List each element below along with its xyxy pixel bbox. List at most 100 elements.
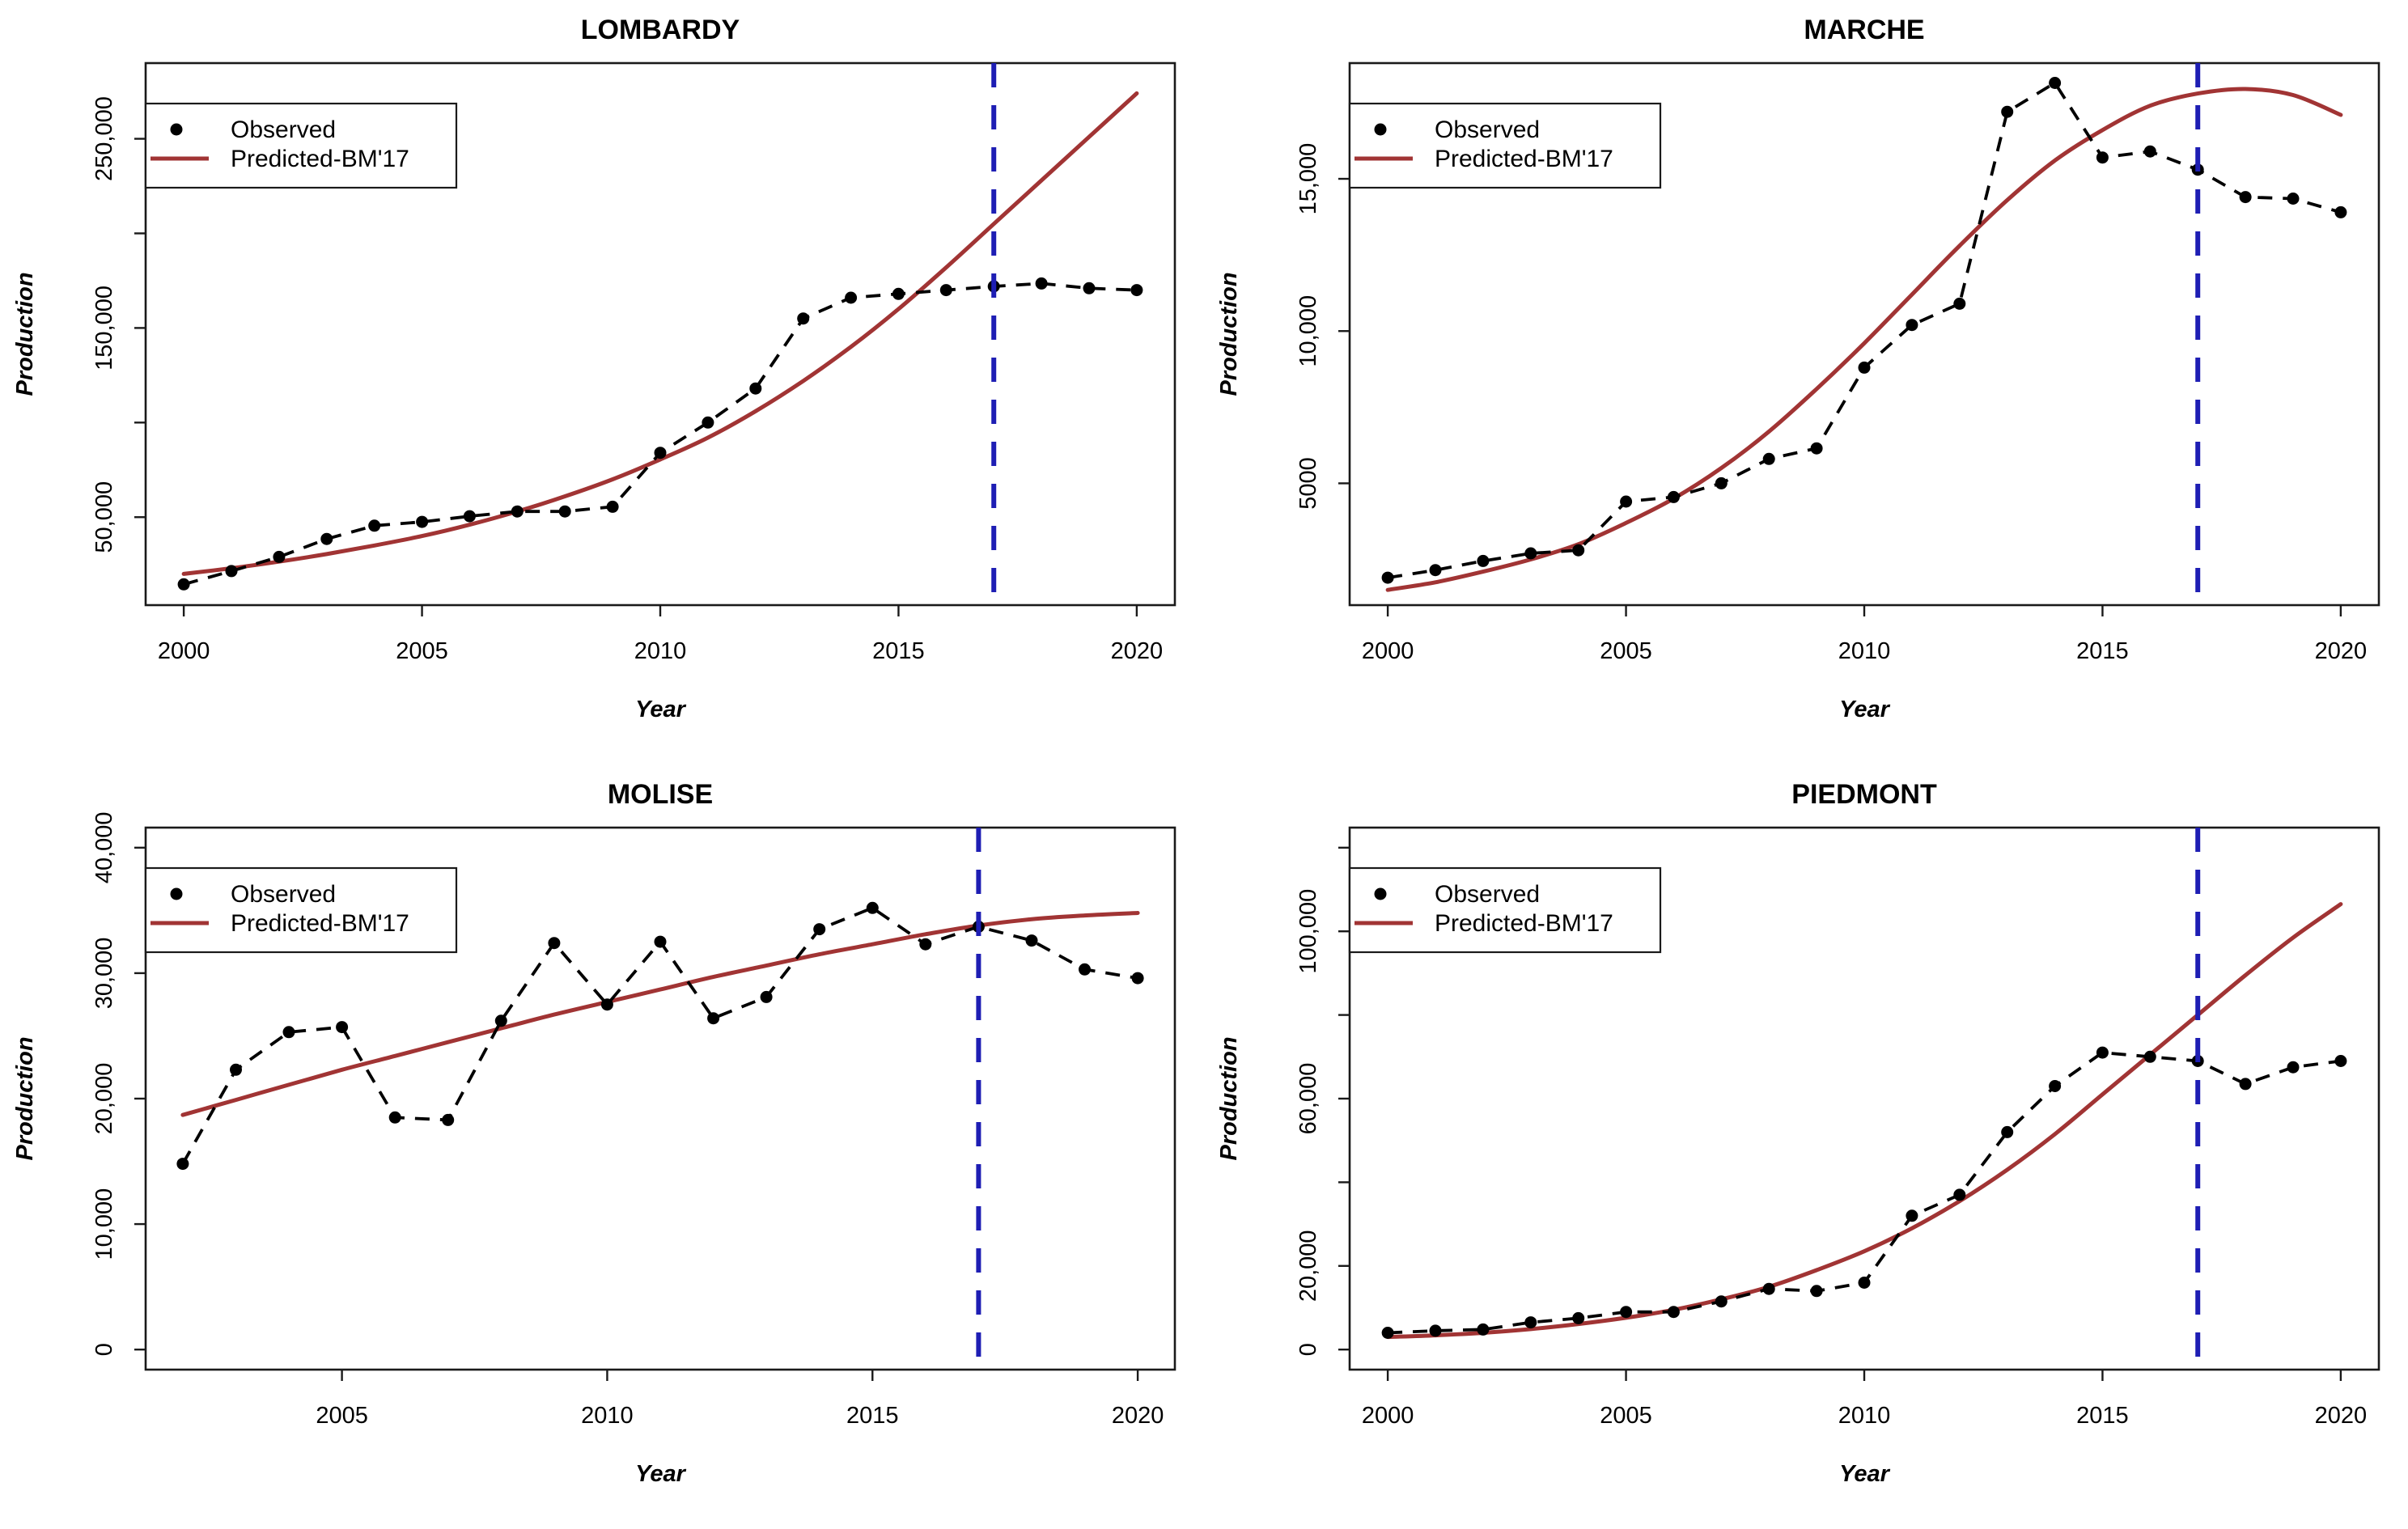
observed-point <box>442 1113 455 1126</box>
x-tick-label: 2015 <box>872 638 925 664</box>
observed-point <box>2239 191 2252 204</box>
observed-point <box>1715 476 1728 489</box>
observed-point <box>1810 1285 1823 1298</box>
observed-point <box>368 519 381 532</box>
observed-point <box>2001 105 2014 118</box>
chart-piedmont: PIEDMONT 2000 2005 2010 2015 2020 0 20,000 60,00… <box>1216 779 2380 1487</box>
observed-point <box>1667 1306 1680 1319</box>
legend-observed-marker <box>170 887 183 900</box>
chart-title: LOMBARDY <box>581 15 740 45</box>
observed-point <box>1715 1295 1728 1308</box>
legend-box <box>1348 866 1662 954</box>
x-tick-label: 2015 <box>846 1403 899 1429</box>
observed-point <box>845 291 858 304</box>
chart-panel-bottom-right: PIEDMONT 2000 2005 2010 2015 2020 0 20,000 60,00… <box>1204 764 2408 1529</box>
observed-point <box>813 923 826 936</box>
chart-title: MOLISE <box>608 779 713 810</box>
legend-predicted-label: Predicted-BM'17 <box>1435 146 1613 172</box>
x-tick-label: 2010 <box>581 1403 634 1429</box>
observed-point <box>892 287 905 300</box>
predicted-line <box>1385 902 2343 1340</box>
observed-point <box>702 416 714 429</box>
observed-point <box>1953 1188 1966 1201</box>
chart-molise: MOLISE 2005 2010 2015 2020 0 10,000 20,000 30,00… <box>12 779 1176 1487</box>
x-tick-label: 2010 <box>1838 638 1891 664</box>
x-tick-label: 2020 <box>2315 638 2368 664</box>
y-tick-label: 5000 <box>1295 457 1321 510</box>
observed-point <box>654 935 667 948</box>
observed-point <box>1083 282 1096 294</box>
predicted-line <box>181 91 1139 576</box>
observed-point <box>1572 1311 1585 1324</box>
legend-predicted-label: Predicted-BM'17 <box>1435 910 1613 937</box>
y-tick-label: 15,000 <box>1295 143 1321 215</box>
observed-point <box>760 990 773 1003</box>
observed-point <box>416 515 429 528</box>
observed-point <box>749 382 762 395</box>
y-tick-label: 50,000 <box>91 481 117 553</box>
x-tick-label: 2005 <box>1600 1403 1652 1429</box>
observed-point <box>1762 452 1775 465</box>
observed-point <box>1620 495 1633 508</box>
legend-box <box>144 102 458 189</box>
chart-panel-bottom-left: MOLISE 2005 2010 2015 2020 0 10,000 20,000 30,00… <box>0 764 1204 1529</box>
x-tick-label: 2020 <box>1111 638 1164 664</box>
observed-point <box>1381 1327 1394 1339</box>
observed-point <box>1906 319 1918 332</box>
observed-point <box>2049 1080 2062 1092</box>
y-tick-label: 40,000 <box>91 811 117 883</box>
observed-point <box>1131 972 1144 985</box>
observed-point <box>1429 564 1442 577</box>
legend-predicted-label: Predicted-BM'17 <box>231 146 409 172</box>
observed-point <box>463 510 476 523</box>
observed-point <box>1524 547 1537 560</box>
x-tick-label: 2010 <box>634 638 687 664</box>
chart-title: MARCHE <box>1804 15 1924 45</box>
observed-point <box>866 901 879 914</box>
x-tick-label: 2020 <box>2315 1403 2368 1429</box>
observed-point <box>2334 205 2347 218</box>
observed-point <box>2096 1046 2109 1059</box>
x-tick-label: 2005 <box>1600 638 1652 664</box>
y-tick-label: 250,000 <box>91 96 117 181</box>
y-axis-title: Production <box>1216 272 1242 396</box>
y-tick-label: 30,000 <box>91 938 117 1010</box>
observed-point <box>336 1021 349 1034</box>
observed-point <box>225 565 238 578</box>
legend-observed-marker <box>170 123 183 136</box>
observed-point <box>388 1111 401 1124</box>
observed-point <box>600 998 613 1011</box>
observed-point <box>548 937 561 950</box>
y-tick-label: 20,000 <box>91 1063 117 1135</box>
observed-point <box>1762 1282 1775 1295</box>
chart-lombardy: LOMBARDY 2000 2005 2010 2015 2020 50,000 150,00… <box>12 15 1176 722</box>
y-tick-label: 150,000 <box>91 286 117 371</box>
x-tick-label: 2010 <box>1838 1403 1891 1429</box>
observed-point <box>273 550 286 563</box>
legend-observed-marker <box>1374 887 1387 900</box>
observed-point <box>2287 193 2300 205</box>
observed-point <box>2096 151 2109 164</box>
observed-point <box>919 938 932 951</box>
observed-point <box>1079 963 1091 976</box>
observed-point <box>1667 490 1680 503</box>
observed-point <box>2334 1055 2347 1067</box>
observed-point <box>494 1014 507 1027</box>
observed-point <box>2049 77 2062 89</box>
legend-box <box>1348 102 1662 189</box>
legend-observed-label: Observed <box>231 881 336 908</box>
observed-point <box>2239 1078 2252 1091</box>
chart-title: PIEDMONT <box>1791 779 1937 810</box>
y-tick-label: 10,000 <box>91 1188 117 1260</box>
observed-point <box>558 505 571 518</box>
observed-point <box>1953 297 1966 310</box>
observed-point <box>320 532 333 545</box>
observed-point <box>1858 361 1871 374</box>
x-tick-label: 2000 <box>1362 1403 1414 1429</box>
observed-point <box>1130 284 1143 297</box>
observed-point <box>2287 1061 2300 1074</box>
x-axis-title: Year <box>1839 1461 1891 1487</box>
legend-observed-label: Observed <box>1435 881 1540 908</box>
observed-point <box>797 312 810 325</box>
y-axis-title: Production <box>12 1036 38 1160</box>
